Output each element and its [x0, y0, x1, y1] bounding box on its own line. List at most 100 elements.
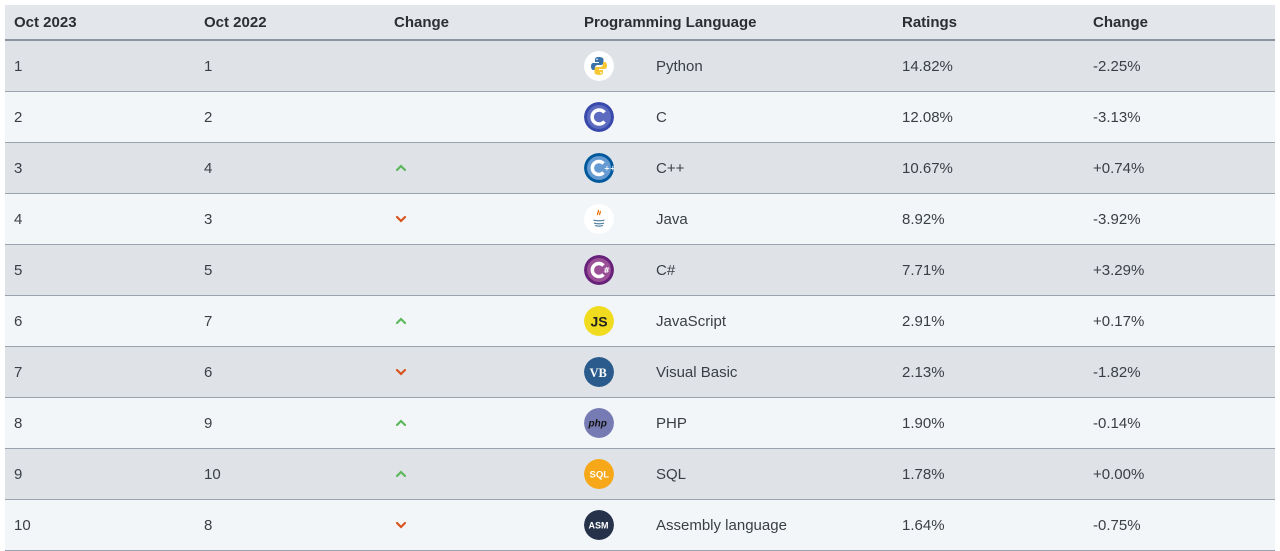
rank-2023: 7: [14, 363, 23, 381]
language-name: SQL: [656, 465, 687, 483]
language-name: C: [656, 108, 667, 126]
svg-text:VB: VB: [590, 366, 607, 380]
language-logo-cell: [584, 194, 614, 244]
rating-change: +0.00%: [1093, 465, 1145, 483]
rank-2023: 10: [14, 516, 31, 534]
sql-logo-icon: SQL: [584, 459, 614, 489]
php-logo-icon: php: [584, 408, 614, 438]
svg-text:ASM: ASM: [589, 521, 609, 531]
rating-value: 7.71%: [902, 261, 945, 279]
language-logo-cell: [584, 41, 614, 91]
table-body: 1 1 Python 14.82% -2.25% 2 2 C 12.08% -3.13% 3 4 ++ C…: [5, 41, 1275, 551]
trend-cell: [394, 449, 424, 499]
rating-value: 1.90%: [902, 414, 945, 432]
rank-2022: 7: [204, 312, 213, 330]
language-logo-cell: php: [584, 398, 614, 448]
rating-value: 12.08%: [902, 108, 953, 126]
assembly-logo-icon: ASM: [584, 510, 614, 540]
language-logo-cell: ASM: [584, 500, 614, 550]
rating-change: +0.17%: [1093, 312, 1145, 330]
language-logo-cell: #: [584, 245, 614, 295]
rank-2023: 8: [14, 414, 23, 432]
header-change-arrow: Change: [394, 13, 450, 31]
trend-cell: [394, 245, 424, 295]
rating-change: +3.29%: [1093, 261, 1145, 279]
language-name: Visual Basic: [656, 363, 738, 381]
rank-2023: 9: [14, 465, 23, 483]
rank-2022: 3: [204, 210, 213, 228]
table-row: 4 3 Java 8.92% -3.92%: [5, 194, 1275, 245]
rank-2023: 2: [14, 108, 23, 126]
rating-change: -0.75%: [1093, 516, 1141, 534]
rating-change: +0.74%: [1093, 159, 1145, 177]
language-name: Python: [656, 57, 703, 75]
language-name: C#: [656, 261, 676, 279]
rating-change: -3.13%: [1093, 108, 1141, 126]
rating-value: 2.13%: [902, 363, 945, 381]
rank-2022: 9: [204, 414, 213, 432]
table-row: 10 8 ASM Assembly language 1.64% -0.75%: [5, 500, 1275, 551]
cpp-logo-icon: ++: [584, 153, 614, 183]
trend-down-icon: [394, 365, 408, 379]
svg-text:++: ++: [604, 165, 614, 173]
svg-text:#: #: [604, 266, 610, 275]
header-oct-2022: Oct 2022: [204, 13, 267, 31]
rank-2023: 3: [14, 159, 23, 177]
rating-value: 10.67%: [902, 159, 953, 177]
table-row: 2 2 C 12.08% -3.13%: [5, 92, 1275, 143]
trend-down-icon: [394, 518, 408, 532]
language-logo-cell: VB: [584, 347, 614, 397]
rank-2022: 8: [204, 516, 213, 534]
trend-cell: [394, 194, 424, 244]
table-row: 1 1 Python 14.82% -2.25%: [5, 41, 1275, 92]
c-logo-icon: [584, 102, 614, 132]
header-programming-language: Programming Language: [584, 13, 757, 31]
rating-change: -2.25%: [1093, 57, 1141, 75]
trend-cell: [394, 92, 424, 142]
header-oct-2023: Oct 2023: [14, 13, 77, 31]
header-change: Change: [1093, 13, 1149, 31]
table-row: 8 9 php PHP 1.90% -0.14%: [5, 398, 1275, 449]
rating-change: -1.82%: [1093, 363, 1141, 381]
language-logo-cell: ++: [584, 143, 614, 193]
rank-2022: 6: [204, 363, 213, 381]
table-row: 7 6 VB Visual Basic 2.13% -1.82%: [5, 347, 1275, 398]
table-header: Oct 2023 Oct 2022 Change Programming Lan…: [5, 5, 1275, 41]
language-logo-cell: SQL: [584, 449, 614, 499]
language-logo-cell: JS: [584, 296, 614, 346]
table-row: 9 10 SQL SQL 1.78% +0.00%: [5, 449, 1275, 500]
trend-down-icon: [394, 212, 408, 226]
table-row: 6 7 JS JavaScript 2.91% +0.17%: [5, 296, 1275, 347]
rank-2023: 5: [14, 261, 23, 279]
rating-change: -3.92%: [1093, 210, 1141, 228]
rating-change: -0.14%: [1093, 414, 1141, 432]
csharp-logo-icon: #: [584, 255, 614, 285]
python-logo-icon: [584, 51, 614, 81]
trend-up-icon: [394, 416, 408, 430]
svg-text:php: php: [588, 419, 607, 430]
language-name: C++: [656, 159, 685, 177]
language-name: Assembly language: [656, 516, 787, 534]
rank-2023: 1: [14, 57, 23, 75]
language-name: JavaScript: [656, 312, 727, 330]
trend-cell: [394, 347, 424, 397]
trend-cell: [394, 41, 424, 91]
rank-2022: 10: [204, 465, 221, 483]
header-ratings: Ratings: [902, 13, 958, 31]
trend-cell: [394, 143, 424, 193]
language-logo-cell: [584, 92, 614, 142]
svg-text:SQL: SQL: [590, 470, 610, 481]
java-logo-icon: [584, 204, 614, 234]
language-name: PHP: [656, 414, 687, 432]
language-name: Java: [656, 210, 688, 228]
trend-up-icon: [394, 314, 408, 328]
table-row: 3 4 ++ C++ 10.67% +0.74%: [5, 143, 1275, 194]
trend-up-icon: [394, 467, 408, 481]
javascript-logo-icon: JS: [584, 306, 614, 336]
svg-text:JS: JS: [591, 314, 608, 330]
rank-2022: 2: [204, 108, 213, 126]
rank-2022: 4: [204, 159, 213, 177]
rating-value: 1.64%: [902, 516, 945, 534]
trend-cell: [394, 500, 424, 550]
rank-2022: 1: [204, 57, 213, 75]
